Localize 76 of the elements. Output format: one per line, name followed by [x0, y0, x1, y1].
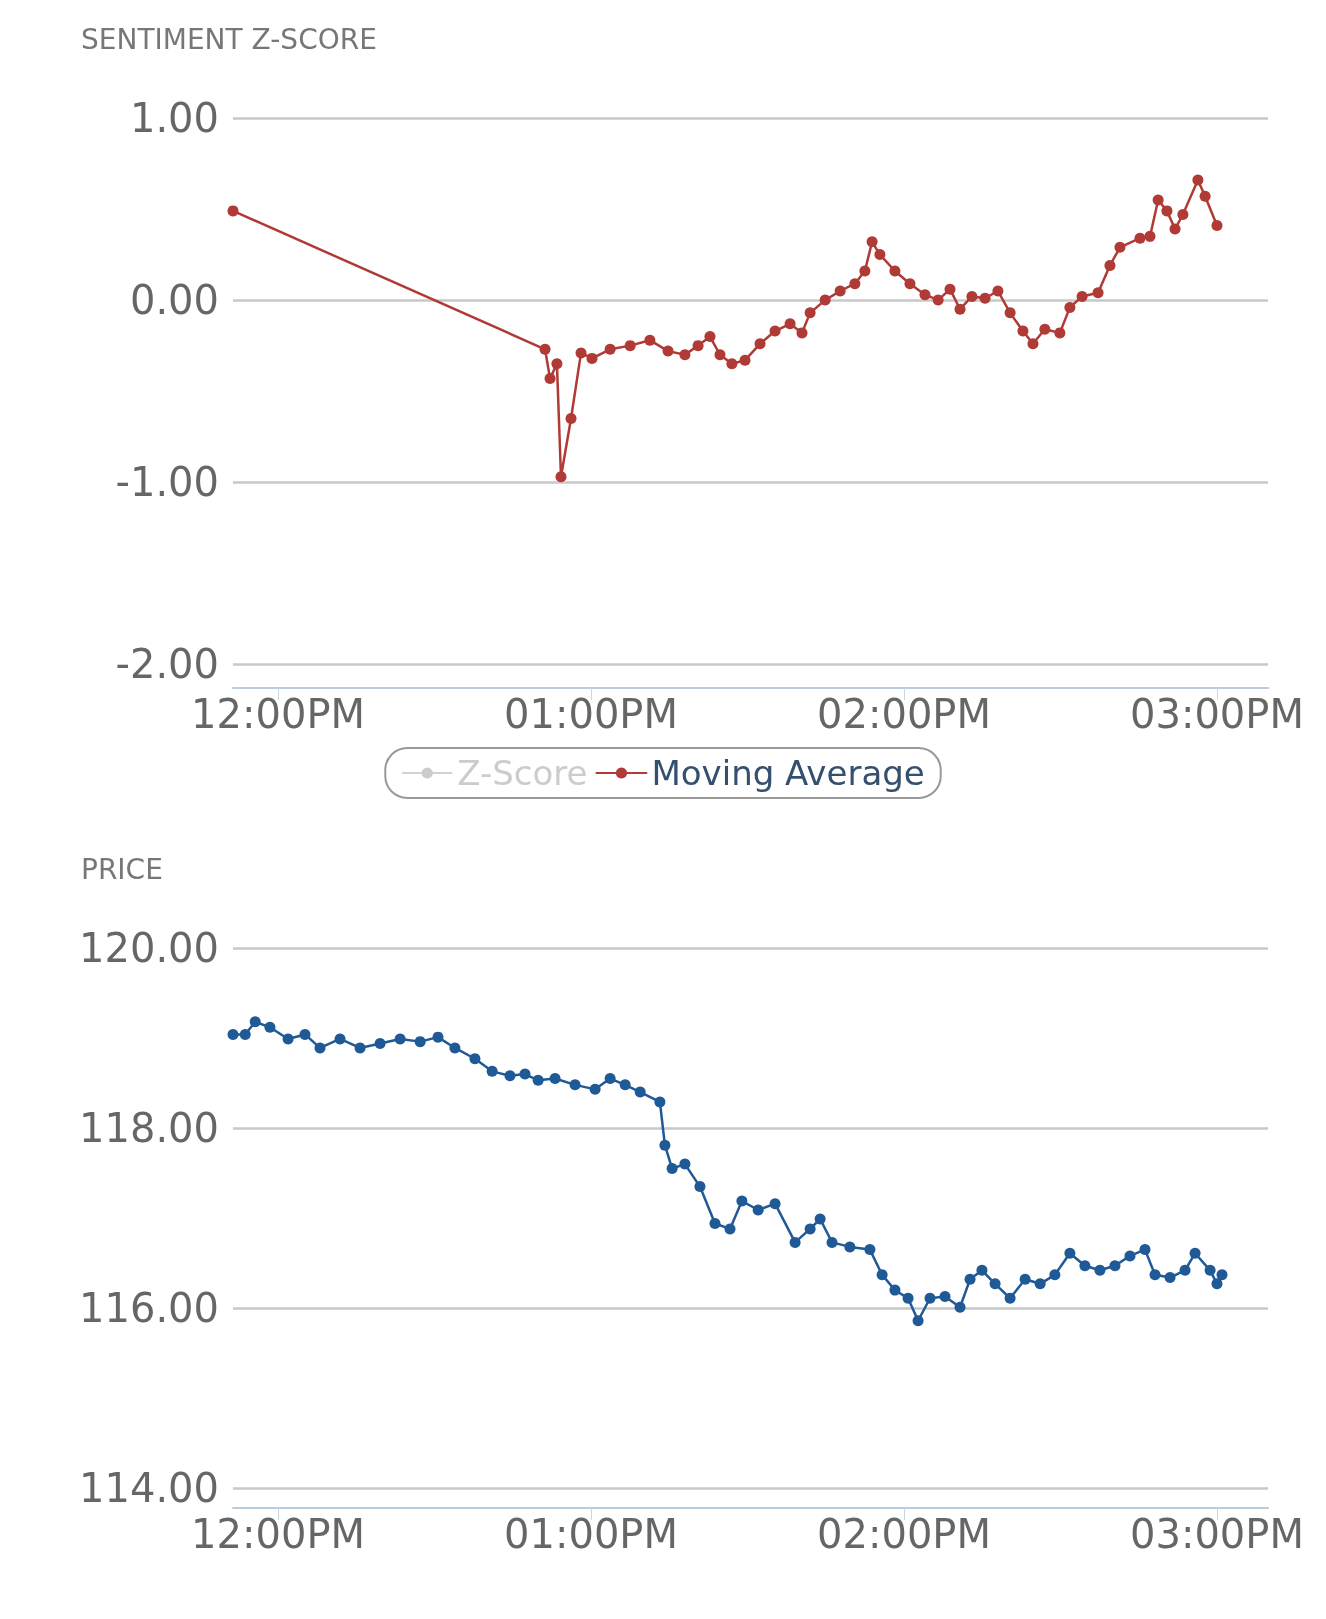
point — [966, 290, 978, 302]
point — [551, 358, 563, 370]
y-tick-label: 114.00 — [79, 1465, 219, 1512]
y-tick-label: 118.00 — [79, 1105, 219, 1152]
point — [692, 340, 704, 352]
point — [992, 285, 1004, 297]
point — [1004, 307, 1016, 319]
point — [834, 285, 846, 297]
point — [849, 278, 861, 290]
x-tick-label: 12:00PM — [191, 691, 366, 737]
point — [1177, 209, 1189, 221]
point — [979, 292, 991, 304]
point — [1017, 325, 1029, 337]
point — [1114, 241, 1126, 253]
x-tick-label: 02:00PM — [817, 691, 991, 737]
y-axis-title: SENTIMENT Z-SCORE — [81, 22, 377, 56]
point — [1092, 287, 1104, 299]
point — [954, 303, 966, 315]
point — [1152, 194, 1164, 206]
point — [555, 471, 567, 483]
point — [796, 327, 808, 339]
point — [1134, 232, 1146, 244]
point — [784, 318, 796, 330]
point — [1192, 174, 1204, 186]
point — [1076, 290, 1088, 302]
point — [1199, 190, 1211, 202]
point — [1054, 327, 1066, 339]
point — [1169, 223, 1181, 235]
point — [804, 307, 816, 319]
point — [1211, 219, 1223, 231]
point — [739, 354, 751, 366]
y-tick-label: 120.00 — [79, 925, 219, 971]
y-tick-label: 116.00 — [79, 1285, 219, 1332]
point — [754, 338, 766, 350]
point — [919, 289, 931, 301]
point — [565, 412, 577, 424]
y-tick-label: 0.00 — [129, 277, 219, 324]
point — [889, 265, 901, 277]
point — [904, 278, 916, 290]
point — [769, 325, 781, 337]
point — [1104, 260, 1116, 271]
y-axis-title: PRICE — [81, 852, 163, 886]
point — [704, 331, 716, 343]
y-tick-label: -2.00 — [115, 641, 219, 688]
x-tick-label: 12:00PM — [191, 1511, 366, 1557]
x-tick-label: 03:00PM — [1130, 1511, 1304, 1557]
x-tick-label: 03:00PM — [1130, 691, 1304, 737]
point — [1161, 205, 1173, 217]
point — [932, 294, 944, 306]
y-tick-label: -1.00 — [115, 459, 219, 506]
point — [586, 352, 598, 364]
point — [662, 345, 674, 357]
x-tick-label: 02:00PM — [817, 1511, 991, 1557]
x-tick-label: 01:00PM — [504, 691, 678, 737]
point — [726, 358, 738, 370]
point — [624, 340, 636, 352]
legend-label: Moving Average — [651, 753, 925, 793]
point — [714, 349, 726, 361]
point — [819, 294, 831, 306]
point — [1064, 301, 1076, 313]
point — [575, 347, 587, 359]
point — [1039, 323, 1051, 335]
point — [544, 372, 556, 384]
point — [644, 334, 656, 346]
point — [539, 343, 551, 355]
point — [944, 283, 956, 295]
point — [1027, 338, 1039, 350]
point — [866, 236, 878, 248]
point — [227, 205, 239, 217]
point — [859, 265, 871, 277]
point — [679, 349, 691, 361]
point — [604, 343, 616, 355]
y-tick-label: 1.00 — [129, 95, 219, 141]
point — [1144, 230, 1156, 242]
x-tick-label: 01:00PM — [504, 1511, 678, 1557]
point — [874, 249, 886, 261]
